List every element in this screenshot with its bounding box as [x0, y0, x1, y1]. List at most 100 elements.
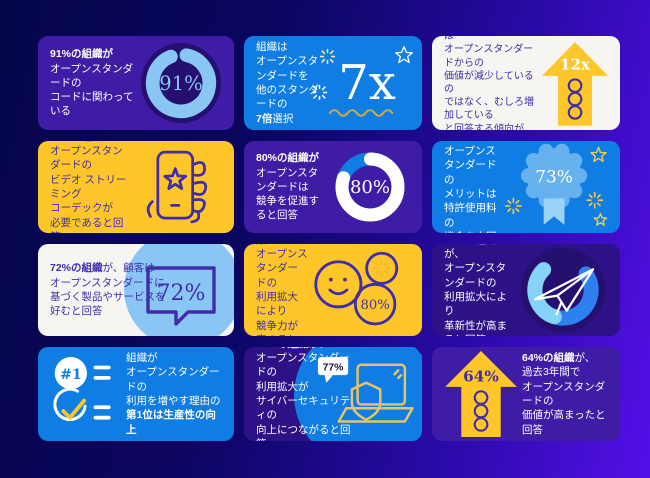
card-text-post: が、 オープンスタンダードの 利用拡大が サイバーセキュリティの 向上につながる…: [256, 347, 351, 441]
hand-holding-phone-icon: [146, 150, 208, 224]
sparkle-icon: [373, 259, 391, 277]
card-text: 72%の組織が、顧客は オープンスタンダードに 基づく製品やサービスを 好むと回…: [50, 261, 222, 318]
sparkle-icon: [320, 49, 335, 64]
speech-bubble-72-icon: 72%: [146, 266, 216, 326]
up-arrow-64-icon: 64%: [445, 351, 517, 437]
donut-value: 91%: [159, 72, 202, 95]
card-text: 組織が オープンスタンダードの 利用を増やす理由の 第1位は生産性の向上: [126, 351, 222, 437]
card-text-strong: 76%の組織: [444, 244, 497, 246]
award-badge-73-icon: 73%: [504, 143, 608, 226]
smiley-faces-80-icon: 80%: [314, 251, 399, 326]
card-text-strong: 91%の組織が: [50, 48, 114, 61]
plane-shape: [533, 268, 595, 316]
bubble-value: 72%: [157, 281, 206, 306]
arrow-value: 12x: [560, 56, 591, 74]
stat-7x-wrap: 7x: [312, 46, 413, 119]
card-text-post: が、顧客は オープンスタンダードに 基づく製品やサービスを 好むと回答: [50, 262, 166, 318]
card-64-percent-value: 64% 64%の組織が、 過去3年間で オープンスタンダードの 価値が高まったと…: [432, 347, 620, 441]
bubble-value: 77%: [323, 362, 344, 373]
phone-shape: [156, 150, 195, 220]
finger: [193, 180, 208, 196]
donut-ring: [335, 152, 405, 222]
card-text-strong: 86%の組織: [50, 141, 103, 143]
donut-chart-91-icon: 91%: [140, 42, 222, 124]
speech-bubble-77: 77%: [317, 357, 349, 383]
badge-ribbon: [543, 198, 565, 225]
card-80-percent-competitiveness: 80%の企業が、 オープンスタンダードの 利用拡大により 競争力が高まると回答 …: [244, 244, 422, 336]
card-80-percent-competition: 80%の組織が オープンスタンダードは 競争を促進すると回答 80%: [244, 141, 422, 233]
arrow-shape: [542, 41, 608, 126]
card-text-pre: 過去3年間で、組織は オープンスタンダードからの 価値が減少しているの ではなく…: [444, 36, 534, 130]
sparkle-icon: [312, 85, 327, 100]
card-86-percent-codec: 86%の組織が、 オープンスタンダードの ビデオ ストリーミング コーデックが …: [38, 141, 234, 233]
arrow-value: 64%: [463, 367, 499, 385]
circle-value: 80%: [360, 298, 389, 313]
card-text-strong: 64%の組織: [522, 352, 575, 365]
card-text-post: が、 オープンスタンダードの メリットは 特許使用料の 機会を上回ると回答: [444, 141, 497, 233]
paper-plane-icon: [520, 247, 606, 333]
bubble-shape: [146, 266, 216, 326]
stat-7x: 7x: [338, 55, 396, 111]
card-text: 80%の企業が、 オープンスタンダードの 利用拡大により 競争力が高まると回答: [256, 244, 308, 336]
smiley-face: [314, 260, 363, 309]
spiral-icon: [567, 78, 583, 120]
rank-value: #1: [60, 367, 82, 383]
infographic-grid: 91%の組織が オープンスタンダードの コードに関わっている 91% 組織は オ…: [38, 36, 620, 441]
up-arrow-12x-icon: 12x: [542, 41, 608, 126]
card-7x-preference: 組織は オープンスタンダードを 他のスタンダードの 7倍選択 7x: [244, 36, 422, 130]
finger: [193, 198, 206, 214]
list-lines: [93, 365, 111, 420]
sparkle-icon: [504, 197, 522, 215]
laptop-base: [337, 407, 414, 423]
card-text-post: 選択: [272, 112, 294, 125]
card-text-strong: 80%の組織が: [256, 152, 320, 165]
rank-circle: [54, 357, 87, 390]
value-circle: [353, 282, 397, 326]
card-text-post: が、 オープンスタンダードの 利用拡大により 革新性が高まると回答: [444, 248, 507, 336]
card-text: 91%の組織が オープンスタンダードの コードに関わっている: [50, 47, 136, 118]
card-text-post: が、 オープンスタンダードの ビデオ ストリーミング コーデックが 必要であると…: [50, 141, 127, 233]
card-text: 77%の組織が、 オープンスタンダードの 利用拡大が サイバーセキュリティの 向…: [256, 347, 352, 441]
star-icon: [593, 212, 608, 226]
check-mark: [61, 398, 86, 420]
card-text-strong: 7倍: [256, 112, 273, 125]
card-91-percent-code: 91%の組織が オープンスタンダードの コードに関わっている 91%: [38, 36, 234, 130]
star-icon: [395, 46, 413, 64]
sparkle-icon: [586, 191, 604, 209]
card-text-post: が、 過去3年間で オープンスタンダードの 価値が高まったと回答: [522, 352, 606, 436]
card-number-one-productivity: #1 組織が オープンスタンダードの 利用を増やす理由の 第1位は生産性の向上: [38, 347, 234, 441]
badge-value: 73%: [535, 167, 573, 187]
card-text-post: が、 オープンスタンダードの 利用拡大により 競争力が高まると回答: [256, 244, 308, 336]
card-text-strong: 72%の組織: [50, 262, 103, 275]
card-text-pre: 組織が オープンスタンダードの 利用を増やす理由の: [126, 352, 221, 407]
card-72-percent-customers: 72%の組織が、顧客は オープンスタンダードに 基づく製品やサービスを 好むと回…: [38, 244, 234, 336]
wrist: [146, 200, 154, 218]
card-text-pre: 組織は オープンスタンダードを 他のスタンダードの: [256, 41, 319, 111]
card-text-strong: 77%の組織: [256, 347, 309, 350]
card-text-strong: 第1位は生産性の向上: [126, 409, 216, 436]
arrow-shape: [445, 351, 517, 437]
card-76-percent-innovation: 76%の組織が、 オープンスタンダードの 利用拡大により 革新性が高まると回答: [432, 244, 620, 336]
sparkle-circle: [365, 251, 399, 285]
donut-chart-80-icon: 80%: [335, 152, 405, 222]
card-77-percent-cybersecurity: 77%の組織が、 オープンスタンダードの 利用拡大が サイバーセキュリティの 向…: [244, 347, 422, 441]
card-text: 64%の組織が、 過去3年間で オープンスタンダードの 価値が高まったと回答: [522, 351, 608, 437]
swirl-light-blue: [527, 254, 599, 326]
star-shape: [163, 167, 188, 190]
card-text: 73%の組織が、 オープンスタンダードの メリットは 特許使用料の 機会を上回る…: [444, 141, 498, 233]
card-text-post: オープンスタンダードは 競争を促進すると回答: [256, 166, 319, 222]
card-text: 組織は オープンスタンダードを 他のスタンダードの 7倍選択: [256, 40, 320, 126]
number-one-checklist-icon: #1: [53, 357, 111, 422]
star-icon: [590, 146, 607, 163]
speech-bubble-72-wrap: 72%: [142, 264, 220, 335]
finger: [191, 161, 206, 177]
card-73-percent-royalties: 73%の組織が、 オープンスタンダードの メリットは 特許使用料の 機会を上回る…: [432, 141, 620, 233]
card-text: 80%の組織が オープンスタンダードは 競争を促進すると回答: [256, 151, 326, 222]
card-text: 過去3年間で、組織は オープンスタンダードからの 価値が減少しているの ではなく…: [444, 36, 538, 130]
shield-shape: [350, 381, 382, 421]
card-text: 86%の組織が、 オープンスタンダードの ビデオ ストリーミング コーデックが …: [50, 141, 130, 233]
card-text-post: オープンスタンダードの コードに関わっている: [50, 62, 134, 118]
smile: [328, 288, 349, 296]
wavy-underline-icon: [328, 109, 394, 117]
check-circle: [53, 387, 87, 422]
